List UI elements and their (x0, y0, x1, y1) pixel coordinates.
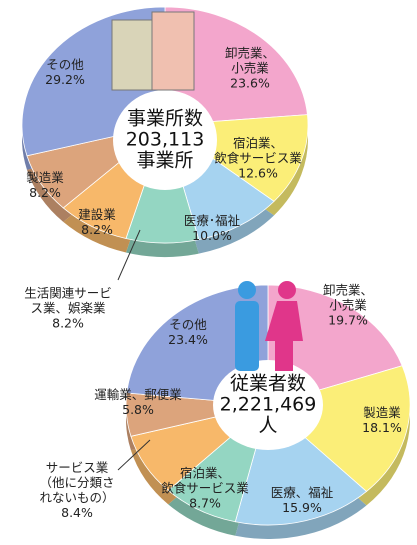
category-label: サービス業 （他に分類さ れないもの） (39, 460, 114, 505)
value-label: 8.7% (161, 496, 249, 511)
center-total: 203,113 (126, 130, 205, 151)
category-label: 宿泊業、 飲食サービス業 (214, 136, 302, 166)
value-label: 23.6% (225, 76, 275, 91)
center-title: 事業所数 (126, 109, 205, 130)
center-unit: 事業所 (126, 151, 205, 172)
category-label: 宿泊業、 飲食サービス業 (161, 466, 249, 496)
building-icon (152, 12, 194, 90)
category-label: 医療･福祉 (184, 213, 240, 228)
center-total: 2,221,469 (220, 395, 317, 416)
value-label: 8.2% (26, 185, 64, 200)
category-label: 卸売業、 小売業 (225, 46, 275, 76)
value-label: 19.7% (323, 313, 373, 328)
category-label: 医療、福祉 (271, 485, 334, 500)
building-icon (112, 20, 152, 90)
value-label: 23.4% (168, 332, 208, 347)
category-label: 建設業 (78, 207, 116, 222)
person-icon (235, 301, 259, 371)
slice-label: サービス業 （他に分類さ れないもの）8.4% (39, 460, 114, 520)
category-label: 製造業 (362, 405, 402, 420)
person-icon (278, 281, 296, 299)
page: {"chart_data": [ {"type": "pie", "center… (0, 0, 417, 545)
category-label: 運輸業、郵便業 (94, 387, 182, 402)
value-label: 12.6% (214, 166, 302, 181)
value-label: 8.2% (78, 222, 116, 237)
category-label: 生活関連サービ ス業、娯楽業 (24, 286, 112, 316)
value-label: 10.0% (184, 228, 240, 243)
center-unit: 人 (220, 416, 317, 437)
value-label: 15.9% (271, 500, 334, 515)
person-icon (238, 281, 256, 299)
category-label: その他 (45, 57, 85, 72)
category-label: 卸売業、 小売業 (323, 283, 373, 313)
value-label: 29.2% (45, 72, 85, 87)
category-label: その他 (168, 317, 208, 332)
value-label: 5.8% (94, 402, 182, 417)
value-label: 8.2% (24, 316, 112, 331)
value-label: 8.4% (39, 505, 114, 520)
value-label: 18.1% (362, 420, 402, 435)
center-title: 従業者数 (220, 374, 317, 395)
category-label: 製造業 (26, 170, 64, 185)
